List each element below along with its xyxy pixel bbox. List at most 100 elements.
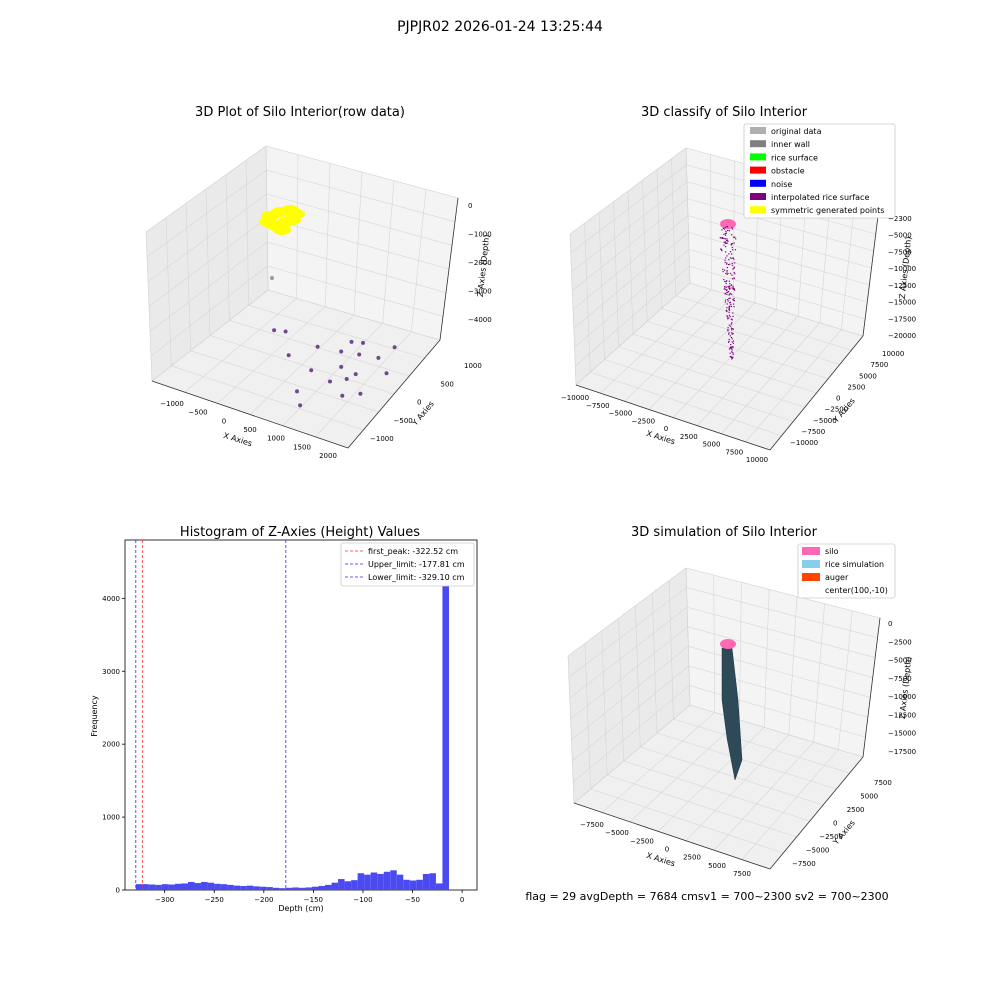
interpolated-point bbox=[727, 300, 729, 302]
interpolated-point bbox=[730, 355, 732, 358]
classify-panel: 3D classify of Silo Interior −10000−7500… bbox=[561, 105, 916, 464]
interpolated-point bbox=[724, 261, 726, 264]
interpolated-point bbox=[729, 302, 731, 304]
interpolated-point bbox=[731, 278, 734, 280]
histogram-bar bbox=[253, 886, 260, 890]
interpolated-point bbox=[726, 255, 728, 257]
legend-label: interpolated rice surface bbox=[771, 193, 869, 202]
histogram-legend: first_peak: -322.52 cm Upper_limit: -177.… bbox=[340, 542, 475, 587]
interpolated-point bbox=[728, 264, 730, 266]
interpolated-point bbox=[728, 253, 730, 255]
floor-gridline bbox=[607, 774, 797, 838]
interpolated-point bbox=[725, 272, 727, 275]
x-axis-line bbox=[575, 384, 771, 451]
back-wall-gridline bbox=[687, 626, 873, 678]
interpolated-point bbox=[731, 262, 733, 264]
left-wall-gridline bbox=[572, 685, 690, 783]
histogram-bar bbox=[409, 880, 417, 890]
interpolated-point bbox=[732, 285, 734, 287]
left-wall-gridline bbox=[651, 593, 658, 734]
interpolated-point bbox=[735, 238, 737, 240]
raw-data-point bbox=[357, 352, 362, 357]
interpolated-point bbox=[724, 292, 726, 294]
interpolated-point bbox=[733, 271, 735, 274]
interpolated-point bbox=[729, 325, 732, 327]
z-tick-label: −12500 bbox=[888, 282, 916, 290]
raw-top-point bbox=[283, 215, 301, 225]
interpolated-point bbox=[731, 234, 733, 236]
histogram-bar bbox=[161, 884, 169, 890]
x-tick-label: 2500 bbox=[680, 433, 698, 441]
interpolated-point bbox=[733, 236, 735, 238]
interpolated-point bbox=[731, 257, 733, 259]
interpolated-point bbox=[728, 294, 730, 296]
x-tick-label: 7500 bbox=[733, 870, 751, 878]
interpolated-point bbox=[730, 303, 732, 306]
x-tick-label: −7500 bbox=[586, 402, 610, 410]
raw-data-point bbox=[376, 355, 381, 360]
x-tick-label: 0 bbox=[460, 896, 464, 904]
interpolated-point bbox=[729, 346, 731, 348]
interpolated-point bbox=[726, 315, 729, 317]
interpolated-point bbox=[724, 241, 726, 243]
raw-data-point bbox=[283, 329, 288, 334]
interpolated-point bbox=[728, 311, 730, 313]
interpolated-point bbox=[731, 346, 733, 348]
interpolated-point bbox=[719, 237, 721, 239]
z-tick-label: −17500 bbox=[888, 748, 916, 756]
z-tick-label: −7500 bbox=[888, 248, 912, 256]
x-tick-label: −5000 bbox=[605, 829, 629, 837]
interpolated-point bbox=[729, 288, 731, 290]
raw-panel-title: 3D Plot of Silo Interior(row data) bbox=[195, 105, 405, 120]
back-wall-gridline bbox=[813, 603, 825, 743]
interpolated-point bbox=[721, 250, 723, 252]
interpolated-point bbox=[726, 290, 728, 292]
interpolated-point bbox=[726, 303, 728, 305]
legend-swatch bbox=[802, 547, 820, 555]
floor-gridline bbox=[601, 712, 715, 813]
interpolated-point bbox=[731, 333, 733, 335]
left-wall-pane bbox=[567, 567, 691, 804]
y-axis-line bbox=[769, 335, 864, 451]
interpolated-point bbox=[727, 329, 729, 331]
legend-label: first_peak: -322.52 cm bbox=[368, 547, 458, 556]
interpolated-point bbox=[726, 273, 728, 275]
interpolated-point bbox=[722, 227, 724, 229]
interpolated-point bbox=[730, 272, 732, 275]
interpolated-point bbox=[732, 268, 734, 270]
histogram-bar bbox=[181, 883, 188, 890]
histogram-bar bbox=[318, 885, 326, 890]
interpolated-point bbox=[722, 268, 724, 270]
interpolated-point bbox=[725, 230, 727, 232]
interpolated-point bbox=[732, 328, 734, 330]
interpolated-point bbox=[721, 237, 723, 239]
x-axis-title: X Axies bbox=[645, 851, 676, 868]
interpolated-point bbox=[724, 259, 726, 261]
simulation-legend: silo rice simulation auger center(100,-10) bbox=[797, 543, 896, 599]
interpolated-point bbox=[730, 251, 732, 253]
histogram-bar bbox=[272, 887, 280, 890]
interpolated-point bbox=[728, 280, 730, 282]
legend-swatch bbox=[750, 153, 766, 161]
floor-gridline bbox=[632, 333, 817, 394]
z-tick-label: −7500 bbox=[888, 675, 912, 683]
y-tick-label: 2500 bbox=[847, 806, 865, 814]
interpolated-point bbox=[730, 327, 733, 329]
interpolated-point bbox=[724, 227, 726, 229]
left-wall-gridline bbox=[570, 626, 688, 720]
left-wall-gridline bbox=[642, 180, 648, 322]
x-axis-line bbox=[573, 802, 771, 870]
interpolated-point bbox=[726, 240, 728, 242]
interpolated-point bbox=[728, 297, 730, 299]
interpolated-point bbox=[733, 300, 735, 302]
histogram-bar bbox=[403, 879, 410, 890]
interpolated-point bbox=[724, 299, 727, 301]
histogram-bar bbox=[370, 872, 378, 890]
classify-legend: original data inner wall rice surface obsta… bbox=[743, 123, 896, 219]
x-tick-label: −2500 bbox=[630, 837, 654, 845]
interpolated-point bbox=[729, 316, 731, 318]
y-tick-label: 0 bbox=[836, 395, 840, 403]
x-tick-label: 0 bbox=[222, 417, 226, 425]
interpolated-point bbox=[731, 347, 733, 349]
x-tick-label: −100 bbox=[353, 896, 372, 904]
